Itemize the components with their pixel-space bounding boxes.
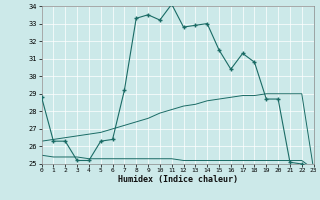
X-axis label: Humidex (Indice chaleur): Humidex (Indice chaleur) (118, 175, 237, 184)
